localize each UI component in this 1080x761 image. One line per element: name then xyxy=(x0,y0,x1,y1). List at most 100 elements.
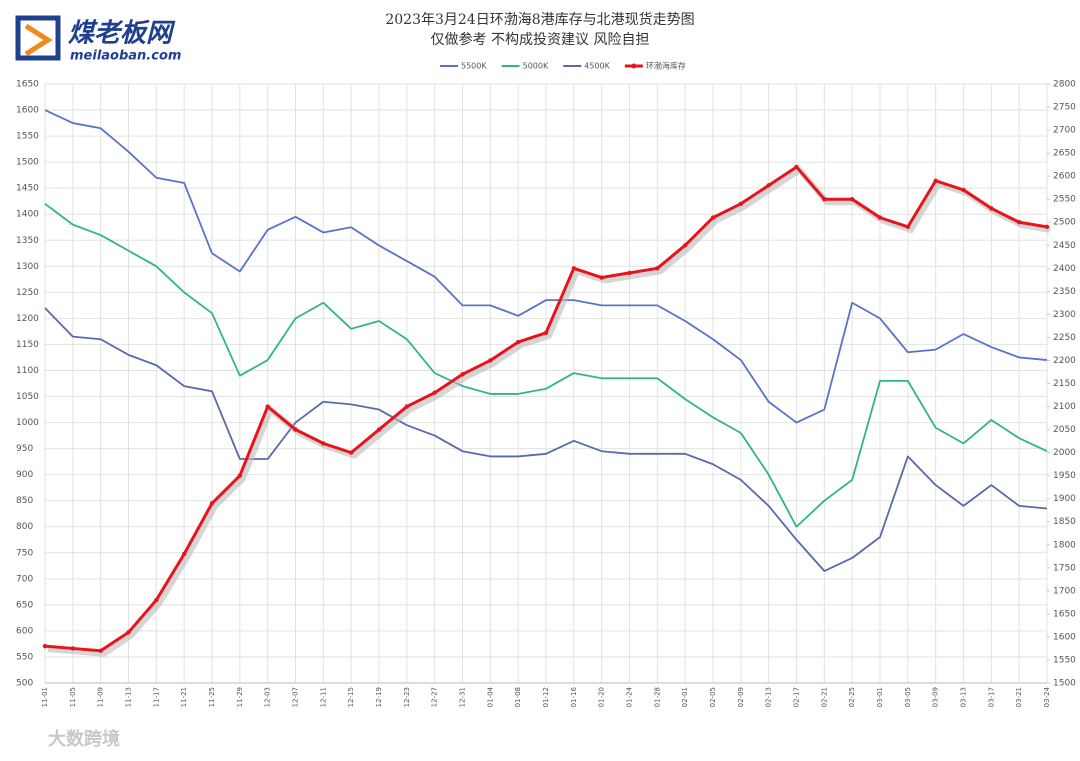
y-tick-label: 1400 xyxy=(16,210,39,220)
x-tick-label: 01-08 xyxy=(514,687,522,707)
series-point xyxy=(543,330,549,336)
series-point xyxy=(766,183,771,188)
x-tick-label: 03-01 xyxy=(876,687,884,707)
series-point xyxy=(376,427,382,432)
series-point xyxy=(154,597,159,603)
series-point xyxy=(877,215,883,220)
y-tick-label: 600 xyxy=(16,626,33,636)
y2-tick-label: 2300 xyxy=(1053,310,1076,320)
series-point xyxy=(989,206,994,211)
x-tick-label: 03-13 xyxy=(960,687,968,707)
legend-label: 5500K xyxy=(461,62,487,71)
series-point xyxy=(655,266,660,271)
y2-tick-label: 2550 xyxy=(1053,195,1076,205)
series-point xyxy=(432,390,437,395)
y2-tick-label: 2650 xyxy=(1053,149,1076,159)
y-tick-label: 700 xyxy=(16,574,33,584)
x-tick-label: 11-29 xyxy=(236,687,244,707)
series-point xyxy=(710,215,716,220)
logo-icon xyxy=(24,23,53,57)
x-tick-label: 02-05 xyxy=(709,687,717,707)
series-point xyxy=(1044,224,1050,230)
x-tick-label: 03-05 xyxy=(904,687,912,707)
series-point xyxy=(126,630,131,635)
y2-tick-label: 2100 xyxy=(1053,402,1076,412)
y2-tick-label: 1950 xyxy=(1053,471,1076,481)
x-tick-label: 02-09 xyxy=(737,687,745,707)
x-tick-label: 11-25 xyxy=(208,687,216,707)
series-point xyxy=(237,473,243,478)
legend-swatch xyxy=(631,63,637,69)
x-tick-label: 02-25 xyxy=(848,687,856,707)
y2-tick-label: 1800 xyxy=(1053,540,1076,550)
series-point xyxy=(599,275,604,280)
x-tick-label: 02-21 xyxy=(820,687,828,707)
y2-tick-label: 2250 xyxy=(1053,333,1076,343)
y-tick-label: 750 xyxy=(16,548,33,558)
y2-tick-label: 2600 xyxy=(1053,172,1076,182)
y-tick-label: 1000 xyxy=(16,418,39,428)
y2-tick-label: 2150 xyxy=(1053,379,1076,389)
series-point xyxy=(42,643,48,649)
y-tick-label: 1650 xyxy=(16,80,39,90)
y2-tick-label: 1900 xyxy=(1053,494,1076,504)
x-tick-label: 12-23 xyxy=(403,687,411,707)
x-tick-label: 12-19 xyxy=(375,687,383,707)
x-tick-label: 12-11 xyxy=(319,687,327,707)
y-tick-label: 1450 xyxy=(16,184,39,194)
x-tick-label: 03-24 xyxy=(1043,686,1051,707)
y2-tick-label: 2450 xyxy=(1053,241,1076,251)
y-tick-label: 1250 xyxy=(16,288,39,298)
series-point xyxy=(98,648,103,653)
series-point xyxy=(460,372,465,377)
series-point xyxy=(404,404,410,409)
series-point xyxy=(961,187,966,193)
x-tick-label: 12-27 xyxy=(431,687,439,707)
x-tick-label: 11-21 xyxy=(180,687,188,707)
y-tick-label: 1600 xyxy=(16,106,39,116)
x-tick-label: 02-17 xyxy=(793,687,801,707)
y2-tick-label: 2750 xyxy=(1053,103,1076,113)
series-point xyxy=(181,551,187,557)
y2-tick-label: 2700 xyxy=(1053,126,1076,136)
series-point xyxy=(488,358,493,363)
series-point xyxy=(348,450,354,455)
series-point xyxy=(571,266,577,271)
series-line xyxy=(44,203,1048,528)
series-point xyxy=(515,339,521,345)
y-tick-label: 1500 xyxy=(16,158,39,168)
series-line xyxy=(44,307,1048,572)
x-tick-label: 11-01 xyxy=(41,687,49,707)
x-tick-label: 02-13 xyxy=(765,687,773,707)
x-tick-label: 11-05 xyxy=(69,687,77,707)
legend-label: 5000K xyxy=(523,62,549,71)
series-point xyxy=(627,270,632,276)
legend-label: 环渤海库存 xyxy=(646,61,686,71)
series-point xyxy=(822,196,827,202)
series-point xyxy=(321,441,326,446)
y2-tick-label: 1700 xyxy=(1053,586,1076,596)
series-point xyxy=(70,646,76,651)
y-tick-label: 1100 xyxy=(16,366,39,376)
y-tick-label: 1050 xyxy=(16,392,39,402)
y2-tick-label: 1600 xyxy=(1053,632,1076,642)
series-point xyxy=(682,243,688,248)
series-point xyxy=(265,404,270,409)
y2-tick-label: 1500 xyxy=(1053,679,1076,689)
chart-title: 2023年3月24日环渤海8港库存与北港现货走势图 xyxy=(385,11,694,28)
chart-subtitle: 仅做参考 不构成投资建议 风险自担 xyxy=(431,31,650,48)
y2-tick-label: 2500 xyxy=(1053,218,1076,228)
logo-site: meilaoban.com xyxy=(70,49,181,64)
logo: 煤老板网 meilaoban.com xyxy=(15,15,181,64)
x-tick-label: 11-13 xyxy=(125,687,133,707)
x-tick-label: 12-15 xyxy=(347,687,355,707)
y2-tick-label: 2400 xyxy=(1053,264,1076,274)
y-tick-label: 1300 xyxy=(16,262,39,272)
series-point xyxy=(794,164,799,170)
x-tick-label: 01-24 xyxy=(626,686,634,707)
series-point xyxy=(849,196,855,202)
y-tick-label: 1350 xyxy=(16,236,39,246)
x-tick-label: 01-04 xyxy=(486,686,494,707)
y-tick-label: 650 xyxy=(16,600,33,610)
